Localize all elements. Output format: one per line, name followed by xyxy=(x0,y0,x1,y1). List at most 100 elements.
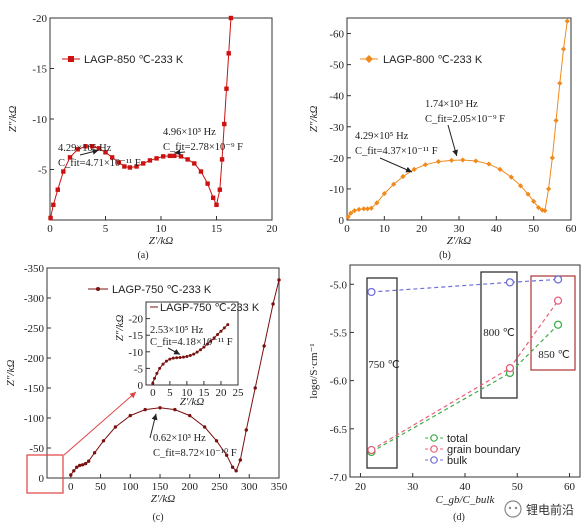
y-axis-label: logσ/S·cm⁻¹ xyxy=(308,343,320,398)
y-tick-label: -100 xyxy=(24,413,45,425)
series-a-point xyxy=(185,157,190,162)
series-c-point xyxy=(101,439,106,443)
y-tick-label: -50 xyxy=(329,60,344,72)
series-c-inset-point xyxy=(161,362,165,366)
series-b-point xyxy=(473,158,479,164)
series-c-inset-point xyxy=(188,353,192,357)
series-c-point xyxy=(128,413,132,418)
series-c-inset-point xyxy=(209,339,213,343)
y-tick-label: -10 xyxy=(128,347,143,359)
x-tick-label: 100 xyxy=(122,481,139,493)
series-a-point xyxy=(210,195,216,200)
series-c-inset-point xyxy=(192,352,196,356)
zoom-box xyxy=(26,454,64,494)
x-tick-label: 250 xyxy=(211,481,228,493)
annot-c2-freq: 0.62×10³ Hz xyxy=(153,433,206,444)
series-c-inset-point xyxy=(205,342,209,346)
series-b-point xyxy=(525,191,531,197)
x-tick-label: 60 xyxy=(564,481,576,493)
legend-d-marker xyxy=(430,456,438,464)
series-b-point xyxy=(422,162,428,168)
y-tick-label: -10 xyxy=(329,184,344,196)
series-a-point xyxy=(228,15,234,21)
annot-c1-freq: 2.53×10⁵ Hz xyxy=(150,325,204,336)
series-c-point xyxy=(80,463,85,467)
y-tick-label: -5.5 xyxy=(330,327,348,339)
series-b-point xyxy=(448,157,455,163)
series-c-point xyxy=(244,428,248,432)
plot-frame xyxy=(49,17,273,221)
x-tick-label: 50 xyxy=(528,223,540,235)
series-a-point xyxy=(178,154,184,159)
series-d-0-point xyxy=(553,320,563,329)
y-axis-label: Z″/kΩ xyxy=(5,360,17,387)
series-c-point xyxy=(69,473,73,477)
series-a-point xyxy=(224,86,229,91)
x-tick-label: 40 xyxy=(491,223,503,235)
plot-frame xyxy=(46,267,280,479)
plot-frame xyxy=(145,301,239,386)
series-b-point xyxy=(381,190,387,197)
annot-a1-cap: C_fit=4.71×10⁻¹¹ F xyxy=(58,158,141,169)
annot-b1-arrow xyxy=(379,157,413,173)
series-c-inset-point xyxy=(222,326,226,330)
x-tick-label: 0 xyxy=(68,481,74,493)
y-tick-label: -300 xyxy=(24,293,45,305)
series-b-point xyxy=(564,18,570,24)
series-a-line xyxy=(50,17,232,219)
watermark: 锂电前沿 xyxy=(504,500,574,518)
x-tick-label: 50 xyxy=(95,481,107,493)
annot-b1-freq: 4.29×10⁵ Hz xyxy=(355,131,409,142)
legend-d-label: grain boundary xyxy=(447,444,521,456)
annot-c2-arrow xyxy=(149,413,158,439)
legend-d-label: total xyxy=(447,433,468,445)
y-axis-label: Z″/kΩ xyxy=(7,106,19,133)
series-c-point xyxy=(277,278,281,282)
series-b-point xyxy=(460,157,466,163)
y-tick-label: -5 xyxy=(38,165,48,177)
y-tick-label: -250 xyxy=(24,323,45,335)
series-b-point xyxy=(391,181,397,187)
series-a-point xyxy=(103,150,108,155)
series-c-point xyxy=(143,407,147,412)
x-tick-label: 0 xyxy=(344,223,350,235)
x-axis-label: Z′/kΩ xyxy=(149,235,173,247)
series-c-point xyxy=(253,386,257,390)
y-tick-label: -150 xyxy=(24,383,45,395)
y-tick-label: -50 xyxy=(29,443,44,455)
series-b-point xyxy=(364,206,371,212)
series-b-point xyxy=(546,186,552,192)
x-tick-label: 300 xyxy=(241,481,258,493)
series-c-point xyxy=(83,461,88,466)
series-d-2-line xyxy=(371,278,559,293)
series-c-point xyxy=(188,413,192,418)
series-c-point xyxy=(202,425,207,429)
series-a-point xyxy=(219,157,225,162)
series-d-1-point xyxy=(367,445,376,455)
series-a-point xyxy=(127,165,133,170)
series-b-point xyxy=(518,183,524,189)
series-c-point xyxy=(86,459,91,463)
series-b-point xyxy=(361,206,367,212)
y-tick-label: -40 xyxy=(329,91,344,103)
series-c-inset-point xyxy=(212,336,216,340)
series-a-point xyxy=(226,51,231,56)
x-tick-label: 10 xyxy=(181,387,193,399)
series-c-point xyxy=(214,439,219,443)
series-a-point xyxy=(154,156,159,161)
series-b-point xyxy=(560,46,567,52)
x-axis-label: Z′/kΩ xyxy=(447,235,471,247)
series-b-point xyxy=(486,161,492,167)
y-tick-label: -20 xyxy=(32,13,47,25)
legend-a-label: LAGP-850 ℃-233 K xyxy=(84,54,184,66)
series-a-point xyxy=(222,121,227,127)
series-c-point xyxy=(158,406,162,410)
x-tick-label: 15 xyxy=(211,223,223,235)
legend-b-marker xyxy=(365,55,373,63)
x-tick-label: 200 xyxy=(182,481,199,493)
series-a-point xyxy=(134,164,139,169)
x-tick-label: 20 xyxy=(267,223,279,235)
series-c-inset-point xyxy=(171,356,175,360)
legend-d-label: bulk xyxy=(447,455,468,467)
series-c-point xyxy=(224,453,229,457)
